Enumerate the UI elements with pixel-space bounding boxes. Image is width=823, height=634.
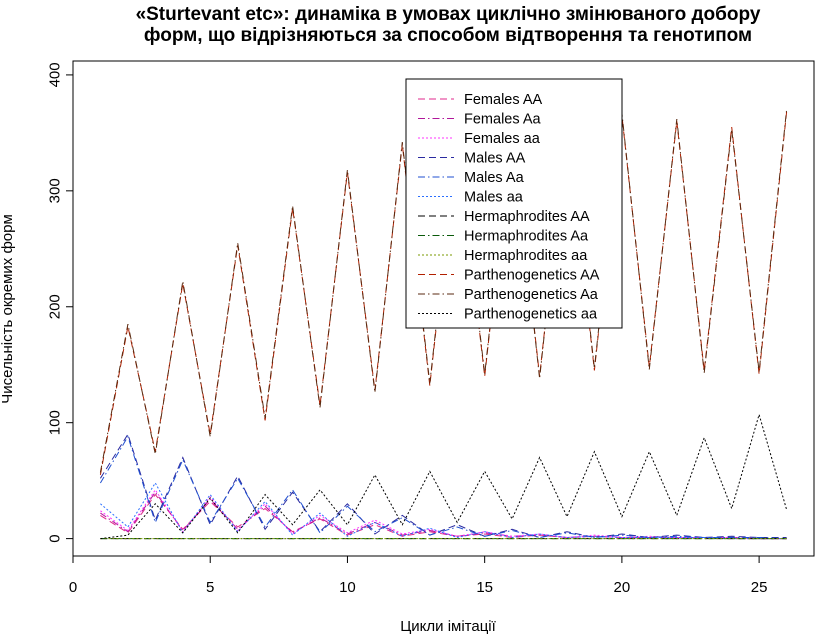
legend-label-females-aa: Females AA <box>464 92 542 108</box>
series-line-males-aa <box>99 433 787 539</box>
x-axis: 0 5 10 15 20 25 <box>69 556 768 596</box>
x-tick-label: 15 <box>476 579 493 596</box>
legend-label-males-aa: Males AA <box>464 151 526 167</box>
y-tick-label: 300 <box>46 178 63 203</box>
series-line-males-aa <box>100 482 787 540</box>
x-tick-label: 10 <box>339 579 356 596</box>
series-line-parthenogenetics-aa <box>99 109 788 473</box>
legend-label-males-aa: Males aa <box>464 190 524 206</box>
legend-box <box>405 78 623 329</box>
series-line-parthenogenetics-aa <box>100 412 788 540</box>
x-tick-label: 25 <box>751 579 768 596</box>
legend-label-hermaphrodites-aa: Hermaphrodites AA <box>464 209 590 225</box>
legend-label-hermaphrodites-aa: Hermaphrodites aa <box>464 248 588 264</box>
legend-label-males-aa: Males Aa <box>464 170 525 186</box>
x-tick-label: 20 <box>614 579 631 596</box>
legend-label-hermaphrodites-aa: Hermaphrodites Aa <box>464 229 589 245</box>
y-axis-label: Чисельність окремих форм <box>0 214 16 404</box>
legend-label-females-aa: Females aa <box>464 131 541 147</box>
y-axis: 0 100 200 300 400 <box>46 62 73 543</box>
chart-title-line1: «Sturtevant etc»: динаміка в умовах цикл… <box>136 4 761 25</box>
x-tick-label: 5 <box>206 579 214 596</box>
y-tick-label: 100 <box>46 410 63 435</box>
series-line-females-aa <box>100 493 787 540</box>
y-tick-label: 200 <box>46 294 63 319</box>
plot-frame <box>72 60 815 557</box>
legend-label-parthenogenetics-aa: Parthenogenetics aa <box>464 307 598 323</box>
series-line-males-aa <box>99 435 787 540</box>
legend-label-parthenogenetics-aa: Parthenogenetics Aa <box>464 287 599 303</box>
series-line-females-aa <box>100 491 787 540</box>
x-tick-label: 0 <box>69 579 77 596</box>
y-tick-label: 0 <box>46 534 63 542</box>
legend-label-females-aa: Females Aa <box>464 112 541 128</box>
legend: Females AA Females Aa Females aa Males AA Ma… <box>405 78 623 329</box>
series-lines <box>99 109 788 540</box>
y-tick-label: 400 <box>46 62 63 87</box>
legend-label-parthenogenetics-aa: Parthenogenetics AA <box>464 268 600 284</box>
chart-title-line2: форм, що відрізняються за способом відтв… <box>144 25 752 46</box>
x-axis-label: Цикли імітації <box>400 618 496 634</box>
